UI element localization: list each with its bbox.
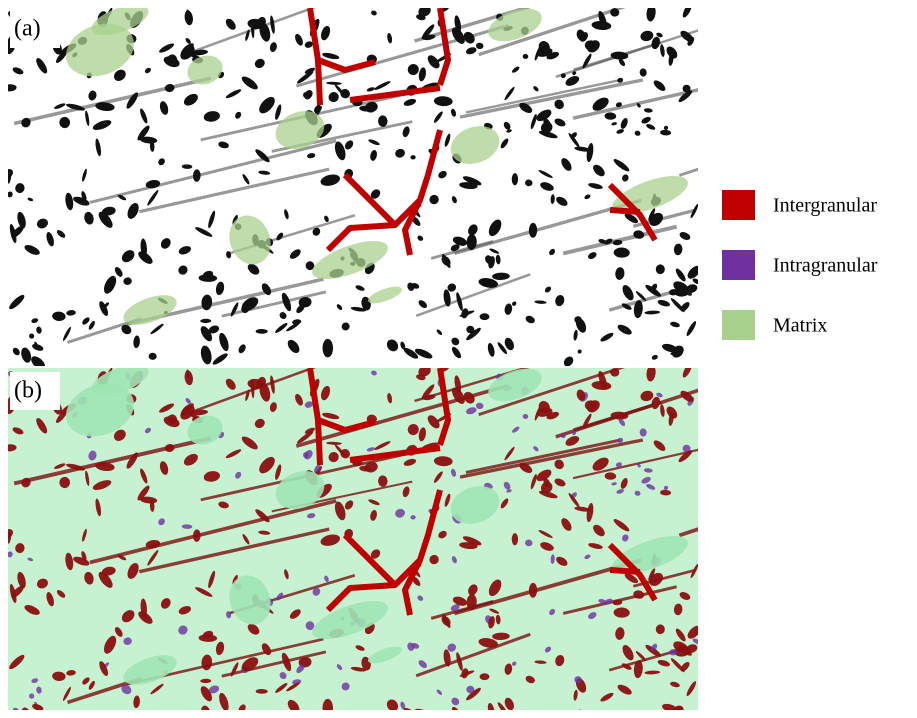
legend-label: Intergranular	[773, 195, 877, 217]
panel-label: (a)	[14, 16, 41, 42]
legend-label: Intragranular	[773, 255, 878, 277]
particle	[651, 714, 659, 718]
streak	[679, 110, 879, 176]
legend-swatch	[722, 190, 755, 220]
particle	[480, 313, 490, 320]
legend-label: Matrix	[773, 315, 827, 337]
particle	[29, 714, 48, 718]
figure-canvas: (a) (b) Intergranular Intragranular Matrix	[0, 0, 917, 718]
legend: Intergranular Intragranular Matrix	[722, 190, 878, 340]
legend-swatch	[722, 310, 755, 340]
particle	[480, 673, 490, 680]
streak	[679, 470, 879, 536]
particle	[211, 712, 229, 718]
panel-label: (b)	[14, 378, 42, 404]
figure: (a) (b) Intergranular Intragranular Matrix	[0, 0, 917, 718]
legend-swatch	[722, 250, 755, 280]
particle	[148, 712, 157, 718]
